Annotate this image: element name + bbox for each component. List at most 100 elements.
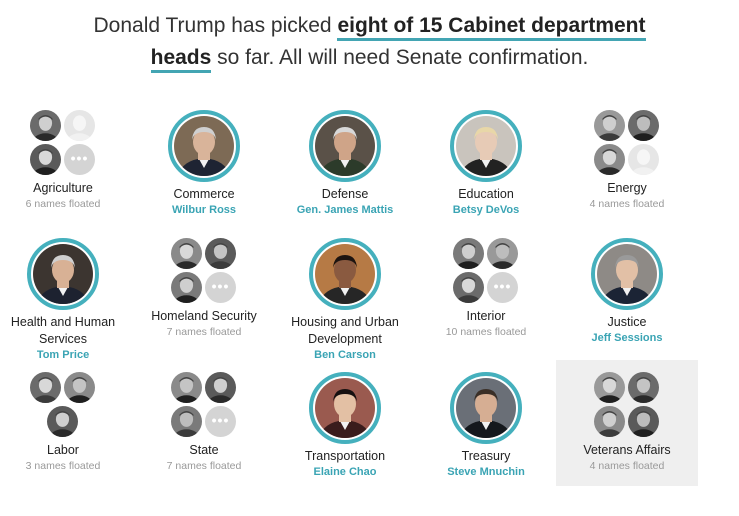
- floated-count: 6 names floated: [25, 198, 101, 210]
- nominee-name: Steve Mnuchin: [447, 466, 525, 478]
- face-photo-icon: [628, 372, 659, 403]
- nominee-portrait: [450, 372, 522, 444]
- department-label: Education: [458, 187, 514, 201]
- nominee-photo-icon: [597, 244, 657, 304]
- floated-face: [205, 372, 236, 403]
- floated-face: [171, 406, 202, 437]
- floated-face: [171, 272, 202, 303]
- headline-line-1: Donald Trump has picked eight of 15 Cabi…: [0, 10, 739, 42]
- floated-count: 7 names floated: [166, 460, 242, 472]
- floated-names-cluster: [594, 110, 660, 176]
- nominee-photo-icon: [315, 244, 375, 304]
- floated-face: [594, 406, 625, 437]
- department-label: Housing and Urban Development: [291, 315, 399, 346]
- floated-face: [30, 144, 61, 175]
- face-photo-icon: [628, 110, 659, 141]
- floated-face: [47, 406, 78, 437]
- cabinet-cell[interactable]: Commerce Wilbur Ross: [133, 110, 275, 218]
- cabinet-cell[interactable]: ••• State 7 names floated: [133, 372, 275, 474]
- face-photo-icon: [487, 238, 518, 269]
- department-label: Energy: [607, 181, 647, 195]
- face-photo-icon: [64, 372, 95, 403]
- floated-count: 4 names floated: [589, 460, 665, 472]
- nominee-portrait: [309, 238, 381, 310]
- floated-count: 7 names floated: [166, 326, 242, 338]
- nominee-portrait: [27, 238, 99, 310]
- face-photo-icon: [594, 144, 625, 175]
- cabinet-cell[interactable]: ••• Homeland Security 7 names floated: [133, 238, 275, 340]
- cabinet-cell[interactable]: Treasury Steve Mnuchin: [415, 372, 557, 480]
- floated-face: [628, 110, 659, 141]
- nominee-portrait: [309, 110, 381, 182]
- floated-count: 4 names floated: [589, 198, 665, 210]
- department-label: Interior: [466, 309, 506, 323]
- department-label: Justice: [607, 315, 647, 329]
- nominee-photo-icon: [456, 116, 516, 176]
- floated-count: 10 names floated: [445, 326, 527, 338]
- department-label: Labor: [47, 443, 79, 457]
- cabinet-cell[interactable]: Veterans Affairs 4 names floated: [556, 360, 698, 486]
- floated-names-cluster: [30, 372, 96, 438]
- nominee-portrait: [450, 110, 522, 182]
- department-label: Agriculture: [33, 181, 93, 195]
- nominee-name: Ben Carson: [314, 349, 376, 361]
- nominee-portrait: [309, 372, 381, 444]
- cabinet-cell[interactable]: Health and Human Services Tom Price: [0, 238, 134, 363]
- floated-face: [628, 372, 659, 403]
- cabinet-cell[interactable]: ••• Interior 10 names floated: [415, 238, 557, 340]
- headline-highlight-2: heads: [150, 46, 212, 73]
- nominee-photo-icon: [174, 116, 234, 176]
- cabinet-cell[interactable]: ••• Agriculture 6 names floated: [0, 110, 134, 212]
- nominee-name: Gen. James Mattis: [296, 204, 394, 216]
- nominee-portrait: [168, 110, 240, 182]
- floated-face: [171, 372, 202, 403]
- cabinet-cell[interactable]: Labor 3 names floated: [0, 372, 134, 474]
- face-photo-icon: [594, 110, 625, 141]
- face-photo-icon: [47, 406, 78, 437]
- floated-names-cluster: [594, 372, 660, 438]
- floated-face: [628, 406, 659, 437]
- face-photo-icon: [453, 272, 484, 303]
- nominee-photo-icon: [33, 244, 93, 304]
- floated-face: [453, 238, 484, 269]
- nominee-photo-icon: [456, 378, 516, 438]
- face-photo-icon: [64, 110, 95, 141]
- department-label: State: [189, 443, 219, 457]
- nominee-name: Wilbur Ross: [171, 204, 237, 216]
- cabinet-grid: ••• Agriculture 6 names floated Commerce Wil…: [0, 100, 739, 510]
- department-label: Commerce: [173, 187, 235, 201]
- department-label: Veterans Affairs: [583, 443, 671, 457]
- face-photo-icon: [171, 406, 202, 437]
- department-label: Transportation: [304, 449, 386, 463]
- floated-face: [64, 372, 95, 403]
- floated-names-cluster: •••: [171, 238, 237, 304]
- cabinet-cell[interactable]: Housing and Urban Development Ben Carson: [274, 238, 416, 363]
- floated-face: [487, 238, 518, 269]
- face-photo-icon: [171, 272, 202, 303]
- more-names-icon: •••: [205, 406, 236, 437]
- cabinet-cell[interactable]: Energy 4 names floated: [556, 110, 698, 212]
- nominee-name: Tom Price: [36, 349, 90, 361]
- face-photo-icon: [171, 238, 202, 269]
- face-photo-icon: [30, 110, 61, 141]
- face-photo-icon: [628, 406, 659, 437]
- floated-face: [64, 110, 95, 141]
- floated-face: [628, 144, 659, 175]
- headline-line-2: heads so far. All will need Senate confi…: [0, 42, 739, 74]
- cabinet-cell[interactable]: Justice Jeff Sessions: [556, 238, 698, 346]
- face-photo-icon: [205, 238, 236, 269]
- nominee-photo-icon: [315, 378, 375, 438]
- floated-names-cluster: •••: [453, 238, 519, 304]
- cabinet-cell[interactable]: Transportation Elaine Chao: [274, 372, 416, 480]
- cabinet-cell[interactable]: Defense Gen. James Mattis: [274, 110, 416, 218]
- department-label: Homeland Security: [151, 309, 257, 323]
- department-label: Health and Human Services: [10, 315, 116, 346]
- floated-face: [594, 110, 625, 141]
- floated-face: [30, 110, 61, 141]
- face-photo-icon: [594, 372, 625, 403]
- nominee-name: Betsy DeVos: [452, 204, 520, 216]
- headline-prefix: Donald Trump has picked: [93, 14, 338, 37]
- face-photo-icon: [171, 372, 202, 403]
- floated-face: [594, 144, 625, 175]
- cabinet-cell[interactable]: Education Betsy DeVos: [415, 110, 557, 218]
